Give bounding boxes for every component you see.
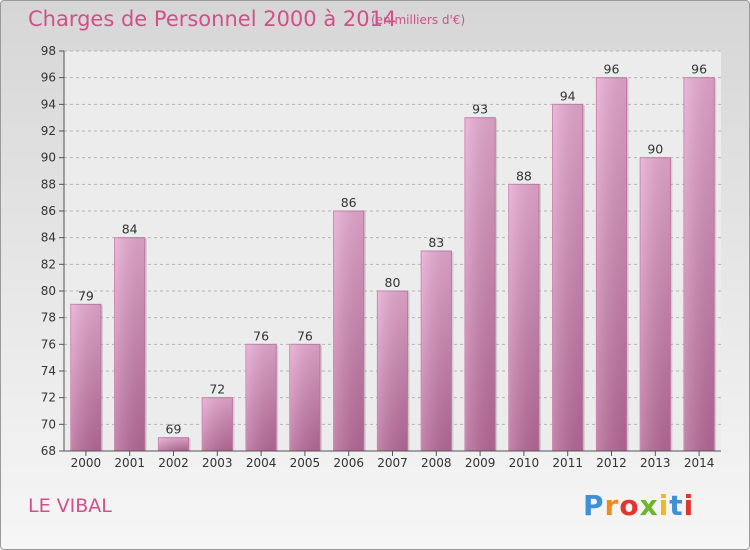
y-tick-label: 84 [41,231,56,245]
bar-highlight [508,184,540,452]
logo-letter: i [683,489,695,522]
data-label: 90 [647,142,663,157]
y-tick-label: 92 [41,124,56,138]
data-labels: 79 84 69 72 76 76 86 80 83 93 88 94 96 90 96 [78,62,707,437]
commune-name: LE VIBAL [28,495,112,517]
x-tick-label: 2001 [114,456,145,470]
x-tick-label: 2009 [465,456,496,470]
logo-letter: r [604,489,620,522]
y-axis: 68 70 72 74 76 78 80 82 84 86 88 90 92 94 96 98 [41,44,65,458]
proxiti-logo: Proxiti [583,489,694,522]
bar-highlight [333,211,364,451]
data-label: 72 [209,382,225,397]
bar-highlight [552,104,583,451]
x-tick-label: 2012 [596,456,627,470]
x-tick-label: 2007 [377,456,408,470]
x-tick-label: 2004 [246,456,277,470]
data-label: 84 [122,222,138,237]
chart-title: Charges de Personnel 2000 à 2014 [28,7,397,31]
data-label: 83 [428,235,444,250]
y-tick-label: 88 [41,177,56,191]
y-tick-label: 76 [41,337,56,351]
y-tick-label: 94 [41,97,56,111]
bar-highlight [640,157,671,451]
data-label: 69 [166,422,182,437]
data-label: 93 [472,102,488,117]
y-tick-label: 82 [41,257,56,271]
x-tick-label: 2008 [421,456,452,470]
y-tick-label: 96 [41,71,56,85]
y-tick-label: 68 [41,444,56,458]
data-label: 96 [691,62,707,77]
bar-highlight [114,237,145,451]
x-tick-label: 2005 [290,456,321,470]
bar-highlight [464,117,496,452]
x-tick-label: 2011 [552,456,583,470]
bar-highlight [289,344,321,451]
logo-letter: o [619,489,640,522]
bar-highlight [377,291,408,451]
y-tick-label: 86 [41,204,56,218]
bars-group [70,77,717,452]
logo-letter: t [669,489,684,522]
logo-letter: P [583,489,605,522]
bar-highlight [596,77,627,452]
data-label: 88 [516,168,532,183]
x-tick-label: 2010 [509,456,540,470]
x-tick-label: 2006 [333,456,364,470]
data-label: 76 [297,328,313,343]
y-tick-label: 80 [41,284,56,298]
data-label: 94 [560,88,576,103]
logo-letter: x [639,489,659,522]
y-tick-label: 90 [41,151,56,165]
bar-highlight [202,397,233,451]
bar-highlight [70,304,102,451]
x-tick-label: 2013 [640,456,671,470]
bar-highlight [683,77,715,452]
y-tick-label: 72 [41,391,56,405]
y-tick-label: 74 [41,364,56,378]
x-tick-label: 2014 [684,456,715,470]
data-label: 79 [78,288,94,303]
chart-subtitle: (en milliers d'€) [371,13,466,27]
x-tick-label: 2002 [158,456,189,470]
x-axis: 2000 2001 2002 2003 2004 2005 2006 2007 2008 2009… [64,450,721,470]
data-label: 80 [385,275,401,290]
logo-letter: i [658,489,670,522]
data-label: 76 [253,328,269,343]
y-tick-label: 70 [41,417,56,431]
data-label: 86 [341,195,357,210]
data-label: 96 [604,62,620,77]
bar-highlight [245,344,277,451]
bar-highlight [158,437,189,451]
bar-highlight [421,251,452,451]
y-tick-label: 78 [41,311,56,325]
x-tick-label: 2000 [71,456,102,470]
x-tick-label: 2003 [202,456,233,470]
y-tick-label: 98 [41,44,56,58]
